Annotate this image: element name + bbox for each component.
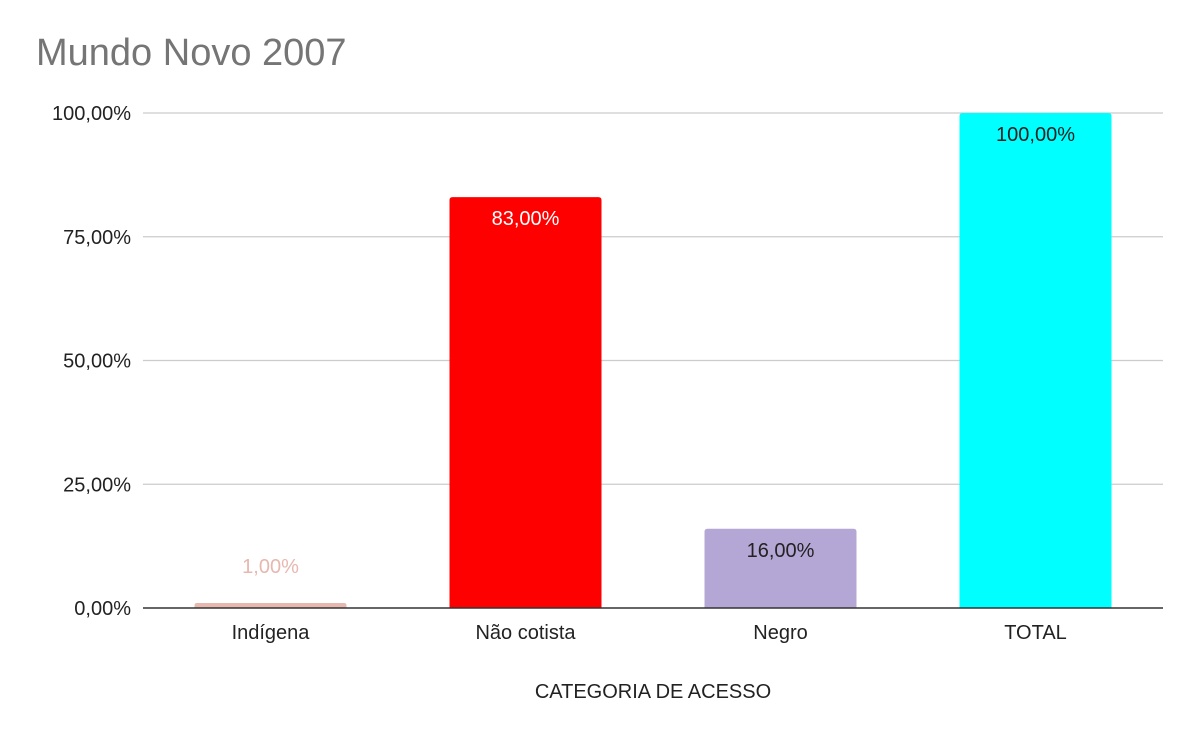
x-axis-categories: Indígena Não cotista Negro TOTAL	[232, 622, 1067, 644]
y-tick-label: 0,00%	[74, 598, 131, 620]
data-label-2: 83,00%	[492, 208, 560, 230]
bar-4	[959, 113, 1112, 608]
bar-1	[194, 603, 347, 608]
data-label-4: 100,00%	[996, 124, 1075, 146]
category-label: Negro	[753, 622, 807, 644]
bar-3	[704, 528, 857, 608]
y-tick-label: 25,00%	[63, 474, 131, 496]
category-label: TOTAL	[1004, 622, 1067, 644]
y-tick-label: 75,00%	[63, 227, 131, 249]
y-tick-label: 100,00%	[52, 103, 131, 125]
y-tick-label: 50,00%	[63, 351, 131, 373]
category-label: Não cotista	[475, 622, 576, 644]
data-labels: 1,00% 83,00% 16,00% 100,00%	[242, 124, 1075, 578]
data-label-1: 1,00%	[242, 556, 299, 578]
bars	[194, 113, 1112, 608]
y-axis-ticks: 0,00% 25,00% 50,00% 75,00% 100,00%	[52, 103, 131, 620]
category-label: Indígena	[232, 622, 311, 644]
bar-2	[449, 197, 602, 608]
x-axis-title: CATEGORIA DE ACESSO	[535, 681, 771, 703]
data-label-3: 16,00%	[747, 540, 815, 562]
chart-title: Mundo Novo 2007	[36, 32, 347, 74]
